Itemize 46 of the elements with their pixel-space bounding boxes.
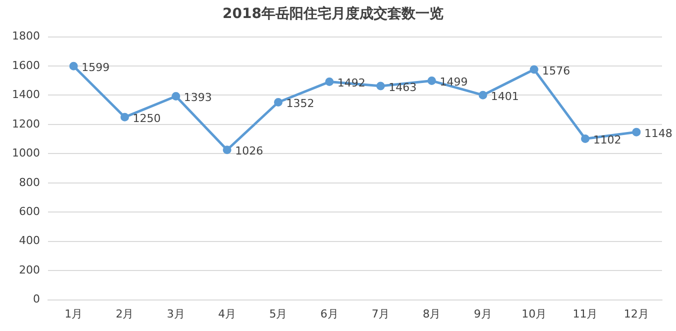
x-tick-label: 8月: [422, 307, 441, 320]
data-label: 1599: [82, 61, 110, 74]
x-tick-label: 11月: [572, 307, 598, 320]
point: [69, 62, 78, 70]
point: [530, 65, 538, 74]
x-tick-label: 7月: [372, 307, 390, 320]
data-label: 1026: [235, 144, 264, 158]
point: [325, 78, 334, 86]
point: [478, 90, 488, 100]
data-label: 1393: [184, 91, 212, 104]
point: [120, 112, 129, 122]
point: [632, 128, 641, 136]
y-tick-label: 600: [18, 204, 40, 218]
y-tick-label: 1800: [12, 30, 40, 43]
data-label: 1401: [490, 90, 519, 103]
x-tick-label: 6月: [320, 307, 338, 320]
x-tick-label: 4月: [218, 307, 236, 320]
x-tick-label: 2月: [116, 307, 134, 320]
y-tick-label: 1400: [12, 88, 40, 102]
y-tick-label: 400: [18, 234, 40, 248]
point: [581, 134, 590, 144]
data-label: 1352: [286, 97, 314, 110]
chart-title: 2018年岳阳住宅月度成交套数一览: [222, 5, 444, 22]
data-label: 1250: [132, 112, 161, 126]
y-tick-label: 0: [32, 292, 40, 306]
data-label: 1463: [388, 80, 417, 94]
x-tick-label: 1月: [64, 307, 83, 320]
y-tick-label: 200: [18, 263, 40, 276]
x-tick-label: 9月: [474, 307, 492, 320]
point: [222, 146, 232, 154]
data-label: 1499: [440, 76, 468, 89]
point: [376, 82, 385, 90]
x-tick-label: 10月: [522, 307, 547, 320]
data-label: 1102: [593, 134, 622, 147]
point: [428, 76, 436, 86]
x-tick-label: 12月: [624, 307, 649, 320]
x-tick-label: 5月: [269, 307, 288, 320]
y-tick-label: 1600: [12, 58, 40, 72]
point: [172, 92, 180, 101]
data-label: 1148: [644, 126, 672, 140]
y-tick-label: 800: [18, 176, 40, 189]
y-tick-label: 1200: [12, 117, 40, 130]
point: [274, 98, 282, 107]
x-tick-label: 3月: [166, 307, 185, 320]
y-tick-label: 1000: [12, 146, 40, 160]
data-label: 1576: [542, 64, 570, 78]
